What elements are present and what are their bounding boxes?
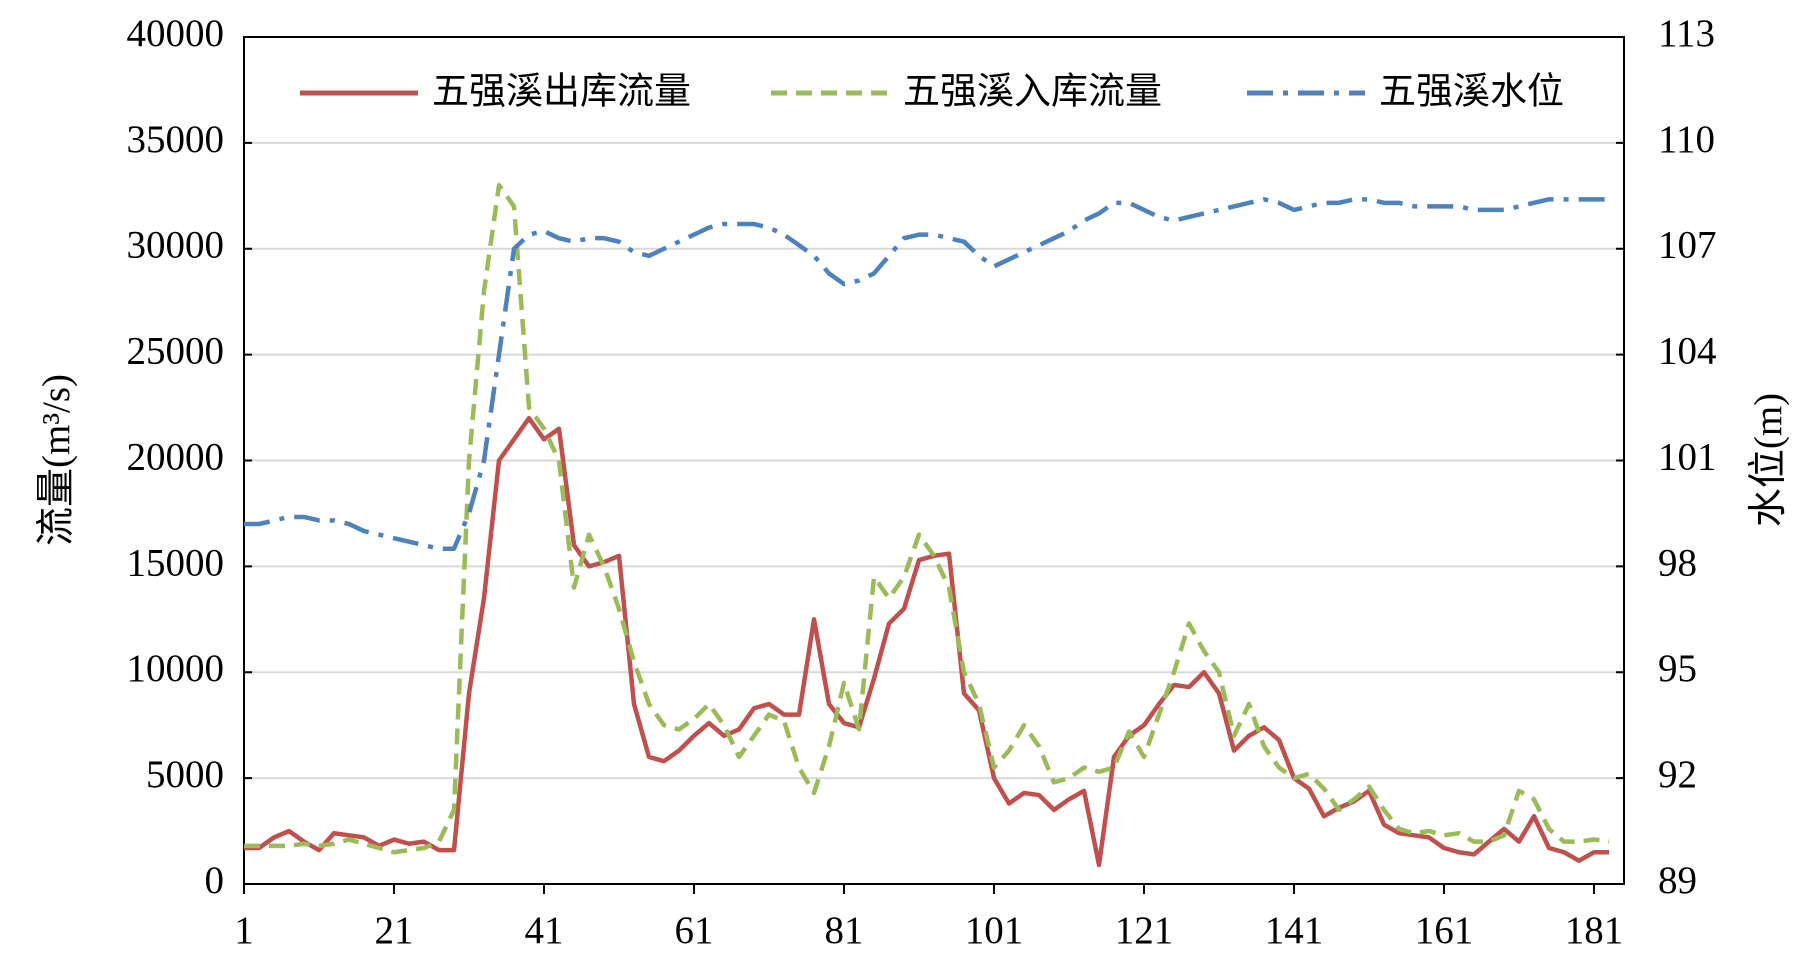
y-tick-label: 0	[205, 859, 225, 902]
y-axis-label: 流量(m³/s)	[35, 374, 78, 546]
x-tick-label: 121	[1115, 909, 1174, 952]
y2-tick-label: 89	[1658, 859, 1697, 902]
y-tick-label: 25000	[127, 330, 225, 373]
series-line	[244, 197, 1609, 551]
series-line	[244, 415, 1609, 868]
y2-tick-label: 104	[1658, 330, 1717, 373]
y2-tick-label: 113	[1658, 12, 1715, 55]
x-tick-label: 41	[525, 909, 564, 952]
y2-axis-label: 水位(m)	[1747, 393, 1790, 527]
y-tick-label: 20000	[127, 435, 225, 478]
y2-tick-label: 92	[1658, 753, 1697, 796]
y2-tick-label: 107	[1658, 224, 1717, 267]
y-tick-label: 10000	[127, 647, 225, 690]
x-tick-label: 1	[234, 909, 254, 952]
x-tick-label: 181	[1565, 909, 1624, 952]
legend-label: 五强溪入库流量	[903, 70, 1162, 113]
y2-tick-label: 101	[1658, 435, 1717, 478]
y-tick-label: 40000	[127, 12, 225, 55]
y2-tick-label: 110	[1658, 118, 1715, 161]
series-line	[244, 182, 1610, 855]
y-tick-label: 35000	[127, 118, 225, 161]
x-tick-label: 61	[675, 909, 714, 952]
x-tick-label: 101	[965, 909, 1024, 952]
y2-tick-label: 95	[1658, 647, 1697, 690]
legend-label: 五强溪水位	[1379, 70, 1564, 113]
y-tick-label: 5000	[146, 753, 224, 796]
y-tick-label: 15000	[127, 541, 225, 584]
x-tick-label: 81	[825, 909, 864, 952]
legend-label: 五强溪出库流量	[432, 70, 691, 113]
x-tick-label: 141	[1265, 909, 1324, 952]
x-tick-label: 161	[1415, 909, 1474, 952]
x-tick-label: 21	[375, 909, 414, 952]
plot-frame	[243, 36, 1625, 885]
y2-tick-label: 98	[1658, 541, 1697, 584]
y-tick-label: 30000	[127, 224, 225, 267]
